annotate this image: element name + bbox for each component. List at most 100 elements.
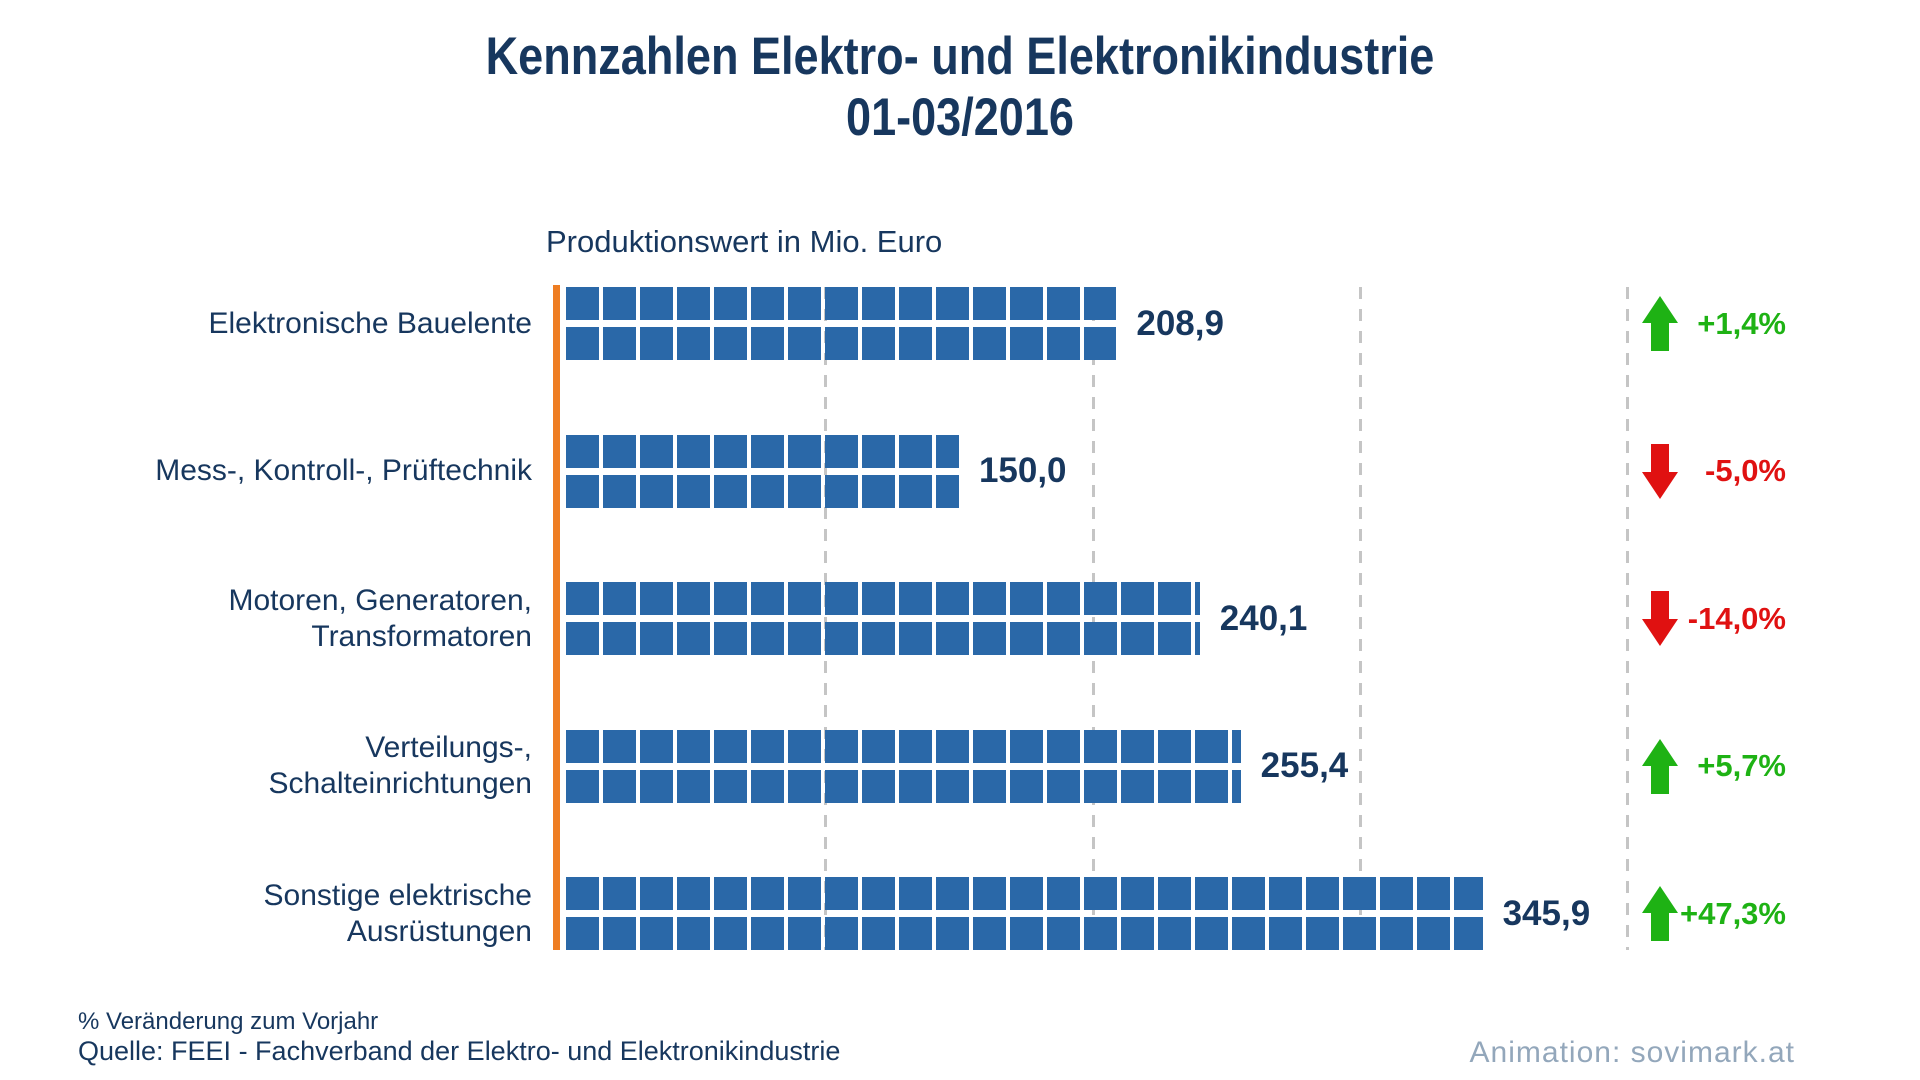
category-label: Elektronische Bauelente (30, 287, 532, 360)
bar-square (1232, 877, 1265, 910)
bar-square (825, 769, 858, 803)
category-label-line: Ausrüstungen (346, 914, 532, 948)
bar-square (640, 582, 673, 615)
bar (558, 877, 1483, 950)
bar-square (603, 622, 636, 655)
bar-square (936, 917, 969, 950)
trend-down-icon (1642, 591, 1678, 646)
bar-square (640, 917, 673, 950)
page-title-line2: 01-03/2016 (846, 88, 1074, 147)
value-label: 208,9 (1136, 303, 1224, 343)
bar-square (1084, 729, 1117, 763)
bar-square (1010, 622, 1043, 655)
bar-square (1158, 582, 1191, 615)
bar-segment-row (566, 287, 1117, 320)
gridline-400 (1626, 287, 1630, 950)
bar-square (1195, 877, 1228, 910)
category-label-line: Motoren, Generatoren, (228, 583, 532, 617)
bar-square (1343, 877, 1376, 910)
bar-square (825, 474, 858, 508)
bar-square (1084, 287, 1117, 320)
bar-square (1121, 622, 1154, 655)
bar (558, 729, 1241, 803)
bar-square (677, 287, 710, 320)
bar-square (1084, 582, 1117, 615)
bar-square (1010, 582, 1043, 615)
bar-square (1010, 327, 1043, 360)
bar-square (1047, 327, 1080, 360)
bar-square (1232, 769, 1241, 803)
bar-square (603, 474, 636, 508)
bar-square (973, 582, 1006, 615)
bar-square (899, 622, 932, 655)
bar-square (1047, 582, 1080, 615)
bar-square (788, 877, 821, 910)
bar-square (862, 434, 895, 468)
bar-square (936, 769, 969, 803)
bar-square (677, 769, 710, 803)
bar-square (825, 287, 858, 320)
bar-square (603, 769, 636, 803)
bar-segment-row (566, 622, 1200, 655)
bar-square (1232, 729, 1241, 763)
change-percent: -14,0% (1687, 600, 1786, 636)
bar-square (1417, 877, 1450, 910)
bar-square (936, 622, 969, 655)
trend-up-icon (1642, 296, 1678, 351)
bar-square (751, 917, 784, 950)
bar-square (677, 729, 710, 763)
bar-square (640, 434, 673, 468)
bar-square (1010, 877, 1043, 910)
bar-square (751, 622, 784, 655)
bar-square (714, 729, 747, 763)
bar-square (751, 327, 784, 360)
bar-square (566, 474, 599, 508)
bar-square (788, 622, 821, 655)
value-label: 150,0 (978, 451, 1067, 490)
change-percent: +5,7% (1697, 748, 1786, 783)
bar-segment-row (566, 327, 1117, 360)
bar-square (603, 877, 636, 910)
bar-square (1454, 917, 1483, 950)
change-percent: +1,4% (1697, 305, 1786, 341)
bar-square (788, 474, 821, 508)
bar-square (1158, 769, 1191, 803)
bar-square (1047, 917, 1080, 950)
bar-square (899, 582, 932, 615)
bar-square (1306, 877, 1339, 910)
bar-square (1158, 729, 1191, 763)
bar-square (1084, 327, 1117, 360)
bar-square (1343, 917, 1376, 950)
page-title-line1: Kennzahlen Elektro- und Elektronikindust… (485, 27, 1435, 86)
bar-square (1380, 917, 1413, 950)
bar-square (714, 877, 747, 910)
bar-square (640, 474, 673, 508)
bar-square (973, 769, 1006, 803)
bar-square (1380, 877, 1413, 910)
bar-square (603, 434, 636, 468)
bar-square (1010, 287, 1043, 320)
bar-square (1084, 769, 1117, 803)
bar-square (714, 769, 747, 803)
bar-square (1121, 877, 1154, 910)
bar-square (1121, 917, 1154, 950)
bar-segment-row (566, 877, 1483, 910)
bar (558, 582, 1200, 655)
bar-square (1269, 877, 1302, 910)
bar-square (1047, 622, 1080, 655)
bar-segment-row (566, 582, 1200, 615)
bar-square (1195, 917, 1228, 950)
bar-square (788, 287, 821, 320)
change-percent: -5,0% (1705, 453, 1786, 488)
bar-square (677, 327, 710, 360)
bar-square (1084, 877, 1117, 910)
bar-square (862, 877, 895, 910)
bar-square (1010, 729, 1043, 763)
axis-title: Produktionswert in Mio. Euro (546, 224, 943, 259)
bar-square (677, 582, 710, 615)
bar-square (714, 622, 747, 655)
bar-square (788, 917, 821, 950)
bar-square (677, 434, 710, 468)
bar-square (566, 287, 599, 320)
bar-square (714, 917, 747, 950)
